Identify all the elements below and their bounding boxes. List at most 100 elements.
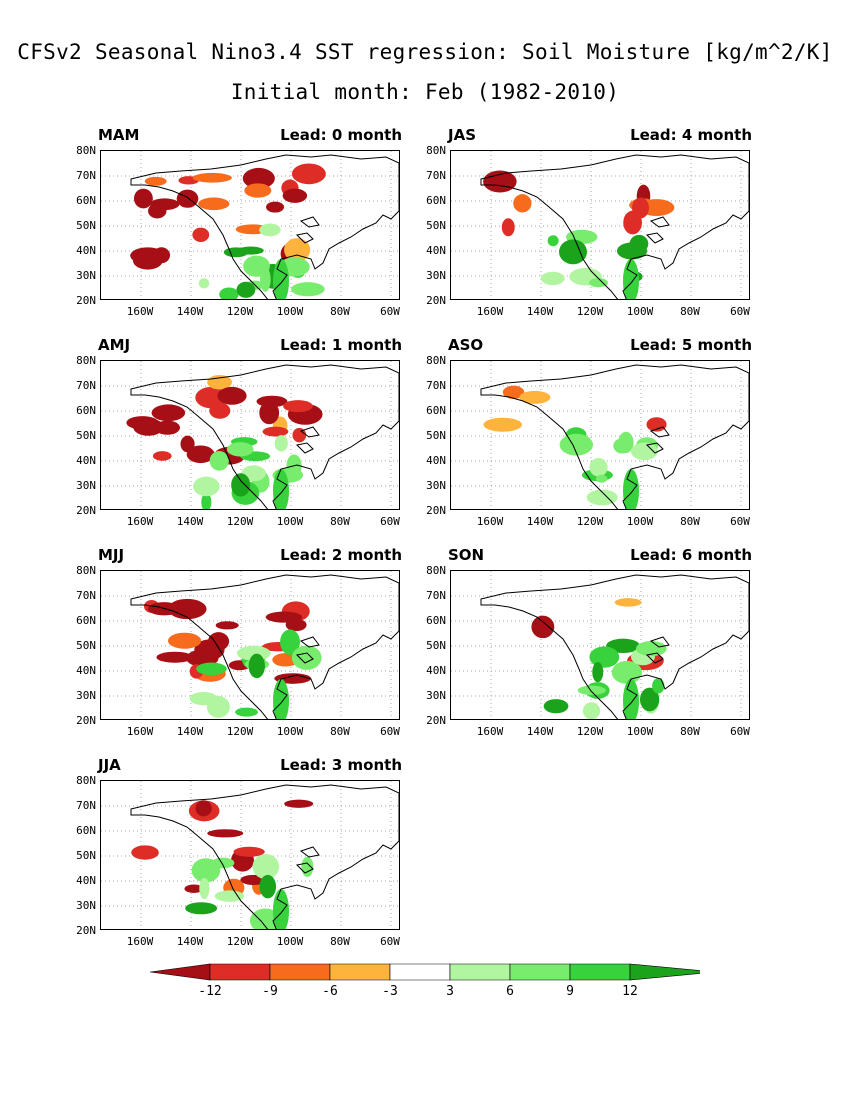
wet-anomaly-patch [577, 685, 606, 696]
wet-anomaly-patch [291, 282, 325, 297]
lat-tick-label: 80N [426, 564, 446, 577]
lat-tick-label: 20N [426, 504, 446, 517]
wet-anomaly-patch [291, 645, 322, 670]
lat-tick-label: 20N [426, 294, 446, 307]
lat-tick-label: 60N [426, 194, 446, 207]
wet-anomaly-patch [540, 271, 565, 286]
dry-anomaly-patch [167, 598, 207, 620]
lon-tick-label: 140W [526, 725, 554, 738]
panel-season-label: MJJ [98, 546, 125, 564]
lat-tick-label: 60N [76, 614, 96, 627]
coastline [130, 784, 399, 929]
wet-anomaly-patch [623, 469, 639, 509]
lon-tick-label: 140W [176, 725, 204, 738]
lat-tick-label: 40N [76, 244, 96, 257]
wet-anomaly-patch [611, 660, 642, 684]
lat-tick-label: 70N [426, 169, 446, 182]
lon-tick-label: 80W [330, 305, 350, 318]
map-panel-son: SON Lead: 6 month 80N 70N 60N 50N 40N 30N 20N 160… [426, 546, 790, 770]
panel-season-label: AMJ [98, 336, 131, 354]
dry-anomaly-patch [184, 884, 204, 894]
lat-tick-label: 50N [76, 639, 96, 652]
wet-anomaly-patch [235, 707, 258, 717]
lon-tick-label: 100W [276, 725, 304, 738]
panel-lead-label: Lead: 5 month [630, 336, 752, 354]
wet-anomaly-patch [185, 902, 218, 915]
panel-lead-label: Lead: 0 month [280, 126, 402, 144]
dry-anomaly-patch [156, 651, 194, 663]
map-svg [101, 781, 399, 929]
lat-tick-label: 30N [426, 269, 446, 282]
colorbar-bar [149, 963, 716, 981]
colorbar-tick-label: -12 [198, 984, 222, 999]
lat-tick-label: 80N [76, 774, 96, 787]
wet-anomaly-patch [226, 442, 254, 457]
panel-season-label: ASO [448, 336, 484, 354]
wet-anomaly-patch [236, 281, 256, 298]
dry-anomaly-patch [198, 197, 230, 211]
great-lakes-outline [645, 426, 670, 454]
lon-tick-label: 160W [476, 515, 504, 528]
dry-anomaly-patch [265, 611, 303, 623]
lon-tick-label: 160W [126, 305, 154, 318]
dry-anomaly-patch [148, 203, 167, 219]
dry-anomaly-patch [502, 385, 525, 399]
dry-anomaly-patch [144, 176, 167, 186]
map-frame [100, 780, 400, 930]
panel-lead-label: Lead: 6 month [630, 546, 752, 564]
colorbar-segment [209, 963, 271, 981]
map-panel-jja: JJA Lead: 3 month 80N 70N 60N 50N 40N 30N 20N 160… [76, 756, 440, 980]
dry-anomaly-patch [133, 418, 164, 436]
panel-lead-label: Lead: 4 month [630, 126, 752, 144]
lat-tick-label: 20N [76, 924, 96, 937]
lon-tick-label: 160W [126, 515, 154, 528]
colorbar-tick-label: 3 [446, 984, 454, 999]
lon-tick-label: 140W [526, 515, 554, 528]
wet-anomaly-patch [193, 476, 220, 497]
wet-anomaly-patch [259, 874, 277, 899]
dry-anomaly-patch [531, 615, 555, 639]
lon-tick-label: 80W [680, 725, 700, 738]
map-panel-mam: MAM Lead: 0 month 80N 70N 60N 50N 40N 30N 20N 160… [76, 126, 440, 350]
wet-anomaly-patch [206, 696, 230, 718]
colorbar-segment [509, 963, 571, 981]
lat-tick-label: 30N [426, 479, 446, 492]
lon-tick-label: 80W [330, 935, 350, 948]
great-lakes-outline [295, 846, 320, 874]
lat-tick-label: 40N [426, 664, 446, 677]
lat-tick-label: 30N [76, 479, 96, 492]
dry-anomaly-patch [284, 799, 314, 808]
lon-tick-label: 80W [330, 725, 350, 738]
great-lakes-outline [645, 216, 670, 244]
map-panel-aso: ASO Lead: 5 month 80N 70N 60N 50N 40N 30N 20N 160… [426, 336, 790, 560]
colorbar-tick-label: -6 [322, 984, 338, 999]
lon-tick-label: 100W [276, 515, 304, 528]
lat-tick-label: 60N [76, 824, 96, 837]
colorbar-tick-label: 6 [506, 984, 514, 999]
wet-anomaly-patch [243, 255, 270, 277]
colorbar-tick-label: 12 [622, 984, 638, 999]
lat-tick-label: 50N [426, 429, 446, 442]
colorbar-tick-label: -9 [262, 984, 278, 999]
dry-anomaly-patch [233, 846, 265, 857]
dry-anomaly-patch [207, 829, 244, 838]
panel-season-label: JAS [448, 126, 476, 144]
wet-anomaly-patch [252, 853, 280, 880]
wet-anomaly-patch [543, 699, 569, 714]
lon-tick-label: 120W [576, 515, 604, 528]
lat-tick-label: 30N [76, 689, 96, 702]
lon-tick-label: 120W [576, 305, 604, 318]
lon-tick-label: 120W [226, 515, 254, 528]
colorbar-extend-low [149, 963, 211, 981]
lat-tick-label: 70N [76, 589, 96, 602]
wet-anomaly-patch [639, 687, 660, 712]
dry-anomaly-patch [152, 451, 172, 461]
lat-tick-label: 80N [76, 354, 96, 367]
dry-anomaly-patch [483, 170, 517, 193]
lon-tick-label: 160W [126, 935, 154, 948]
lon-tick-label: 100W [276, 935, 304, 948]
great-lakes-outline [295, 426, 320, 454]
wet-anomaly-patch [231, 473, 251, 497]
wet-anomaly-patch [259, 223, 281, 237]
wet-anomaly-patch [280, 629, 300, 655]
